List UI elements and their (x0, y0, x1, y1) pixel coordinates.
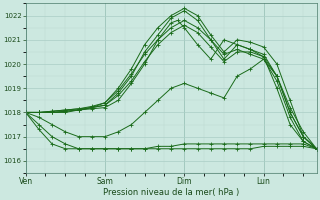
X-axis label: Pression niveau de la mer( hPa ): Pression niveau de la mer( hPa ) (103, 188, 239, 197)
